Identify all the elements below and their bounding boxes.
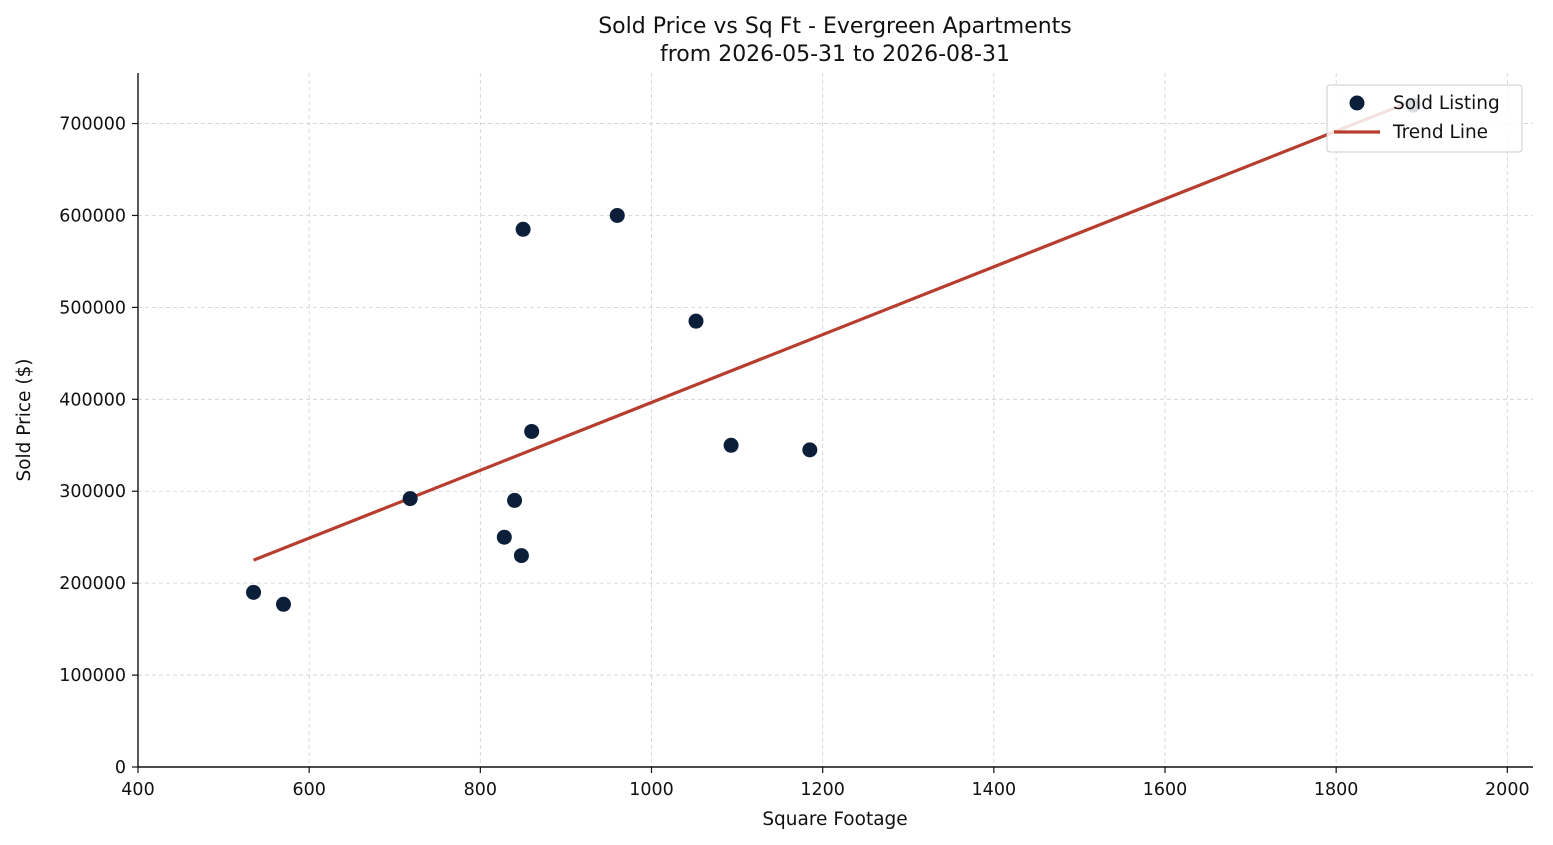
legend-label-trend-line: Trend Line <box>1392 122 1488 143</box>
grid-lines <box>137 73 1533 768</box>
x-axis-label: Square Footage <box>762 809 907 830</box>
scatter-point <box>524 423 540 439</box>
x-tick-label: 1800 <box>1314 780 1359 800</box>
scatter-point <box>496 529 512 545</box>
legend-box <box>1326 84 1523 153</box>
x-tick-label: 400 <box>121 780 154 800</box>
y-tick-label: 700000 <box>59 115 126 135</box>
legend: Sold Listing Trend Line <box>1326 84 1523 153</box>
scatter-point <box>513 548 529 564</box>
x-tick-label: 1000 <box>629 780 674 800</box>
y-tick-label: 100000 <box>59 666 126 686</box>
y-tick-label: 0 <box>115 758 126 778</box>
trend-line <box>252 99 1414 562</box>
legend-marker-sold-listing <box>1349 95 1365 111</box>
legend-label-sold-listing: Sold Listing <box>1393 93 1500 114</box>
x-tick-label: 1200 <box>800 780 845 800</box>
x-tick-label: 600 <box>292 780 325 800</box>
scatter-point <box>507 492 523 508</box>
y-tick-label: 200000 <box>59 574 126 594</box>
y-tick-label: 300000 <box>59 482 126 502</box>
chart-subtitle: from 2026-05-31 to 2026-08-31 <box>660 42 1010 67</box>
y-axis-label: Sold Price ($) <box>14 358 35 481</box>
axes <box>137 73 1533 768</box>
plot-area <box>246 97 1421 612</box>
y-tick-label: 400000 <box>59 390 126 410</box>
ticks: 400 600 800 1000 1200 1400 1600 1800 2000 0 100000… <box>59 115 1529 800</box>
scatter-point <box>275 596 291 612</box>
scatter-point <box>723 437 739 453</box>
x-tick-label: 1600 <box>1143 780 1188 800</box>
y-tick-label: 600000 <box>59 206 126 226</box>
scatter-point <box>609 207 625 223</box>
scatter-point <box>246 584 262 600</box>
y-tick-label: 500000 <box>59 298 126 318</box>
scatter-point <box>515 221 531 237</box>
x-tick-label: 2000 <box>1485 780 1530 800</box>
scatter-point <box>402 491 418 507</box>
scatter-point <box>688 313 704 329</box>
scatter-point <box>802 442 818 458</box>
x-tick-label: 800 <box>464 780 497 800</box>
chart-title: Sold Price vs Sq Ft - Evergreen Apartmen… <box>598 14 1072 39</box>
x-tick-label: 1400 <box>972 780 1017 800</box>
